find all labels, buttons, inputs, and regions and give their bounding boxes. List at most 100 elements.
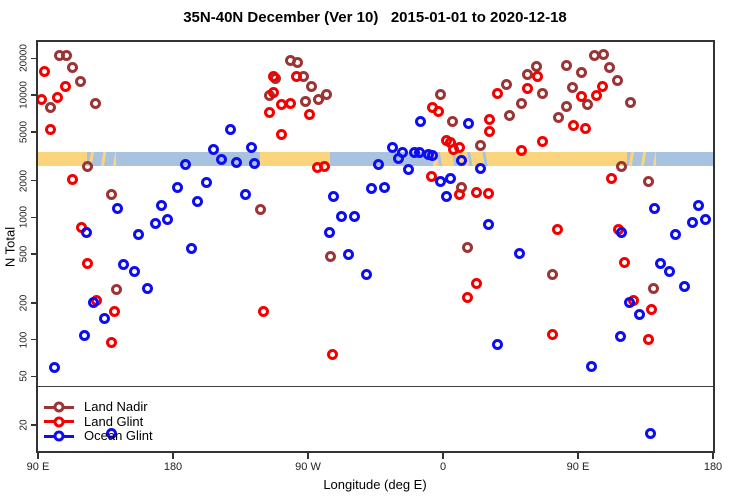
data-point-ocean-glint	[185, 242, 197, 254]
data-point-land-nadir	[446, 115, 458, 127]
x-tick	[307, 453, 309, 459]
x-tick-label: 90 W	[295, 461, 321, 473]
data-point-land-glint	[425, 170, 437, 182]
data-point-land-nadir	[74, 75, 86, 87]
data-point-ocean-glint	[415, 115, 426, 127]
data-point-land-nadir	[461, 241, 473, 253]
data-point-land-nadir	[320, 89, 332, 101]
data-point-land-glint	[290, 70, 302, 82]
data-point-land-glint	[619, 256, 630, 268]
data-point-land-nadir	[82, 160, 93, 172]
data-point-ocean-glint	[133, 229, 144, 241]
data-point-ocean-glint	[475, 163, 486, 175]
data-point-land-nadir	[292, 57, 303, 69]
data-point-ocean-glint	[655, 257, 666, 269]
data-point-land-glint	[470, 277, 482, 289]
data-point-land-glint	[536, 135, 548, 147]
data-point-land-glint	[59, 80, 71, 92]
data-point-land-glint	[284, 97, 296, 109]
y-tick-label: 20000	[18, 44, 30, 73]
data-point-land-nadir	[611, 74, 623, 86]
legend-label: Ocean Glint	[84, 428, 153, 443]
data-point-land-nadir	[536, 87, 548, 99]
data-point-land-glint	[470, 187, 482, 199]
data-point-ocean-glint	[365, 183, 377, 195]
x-tick	[172, 453, 174, 459]
data-point-land-glint	[482, 187, 494, 199]
data-point-ocean-glint	[623, 297, 635, 309]
data-point-ocean-glint	[191, 195, 203, 207]
data-point-ocean-glint	[49, 362, 60, 374]
data-point-land-glint	[319, 160, 330, 172]
data-point-ocean-glint	[700, 214, 711, 226]
data-point-land-nadir	[305, 80, 317, 92]
data-point-ocean-glint	[245, 142, 257, 154]
data-point-ocean-glint	[373, 159, 384, 171]
data-point-land-glint	[491, 88, 503, 100]
data-point-land-nadir	[530, 60, 542, 72]
data-point-land-glint	[275, 129, 287, 141]
y-tick	[31, 338, 37, 341]
data-point-ocean-glint	[386, 142, 398, 154]
y-tick-label: 200	[18, 294, 30, 312]
data-point-ocean-glint	[586, 361, 597, 373]
data-point-land-glint	[484, 125, 495, 137]
data-point-ocean-glint	[349, 211, 360, 223]
data-point-land-glint	[596, 81, 608, 93]
data-point-land-nadir	[313, 93, 324, 105]
y-tick-label: 2000	[18, 169, 30, 192]
y-tick-label: 50	[18, 370, 30, 382]
data-point-ocean-glint	[644, 428, 656, 440]
data-point-ocean-glint	[361, 269, 372, 281]
x-tick-label: 0	[439, 461, 447, 473]
plot-area	[38, 42, 713, 451]
data-point-land-glint	[109, 305, 120, 317]
data-point-ocean-glint	[323, 227, 335, 239]
data-point-land-nadir	[521, 68, 533, 80]
data-point-ocean-glint	[118, 259, 129, 271]
data-point-land-nadir	[325, 250, 336, 262]
data-point-land-glint	[326, 349, 338, 361]
map-strip-segment-ocean	[656, 152, 713, 166]
map-strip-segment-land	[38, 152, 88, 166]
data-point-ocean-glint	[328, 190, 339, 202]
data-point-land-nadir	[67, 61, 78, 73]
data-point-ocean-glint	[379, 182, 390, 194]
data-point-land-glint	[568, 120, 579, 132]
y-tick-label: 10000	[18, 81, 30, 110]
data-point-ocean-glint	[445, 173, 456, 185]
data-point-land-nadir	[106, 189, 117, 201]
data-point-ocean-glint	[79, 330, 90, 342]
data-point-land-glint	[454, 188, 465, 200]
data-point-land-glint	[532, 71, 543, 83]
y-tick	[31, 131, 37, 133]
data-point-ocean-glint	[248, 158, 260, 170]
map-strip-segment-mixed-ocean	[627, 152, 656, 166]
data-point-ocean-glint	[106, 428, 117, 440]
data-point-ocean-glint	[514, 247, 525, 259]
reference-line	[38, 385, 713, 388]
x-tick	[442, 453, 444, 459]
data-point-land-nadir	[515, 98, 527, 110]
data-point-land-nadir	[643, 176, 654, 188]
data-point-land-glint	[580, 122, 591, 134]
data-point-land-glint	[82, 257, 93, 269]
data-point-land-nadir	[44, 101, 56, 113]
data-point-land-nadir	[434, 89, 446, 101]
data-point-land-glint	[44, 123, 56, 135]
data-point-land-nadir	[254, 204, 266, 216]
y-tick	[31, 179, 37, 182]
data-point-land-glint	[52, 92, 63, 104]
data-point-ocean-glint	[482, 219, 494, 231]
data-point-land-nadir	[503, 109, 515, 121]
data-point-land-nadir	[299, 95, 311, 107]
data-point-land-glint	[605, 173, 617, 185]
data-point-ocean-glint	[343, 248, 354, 260]
y-tick	[31, 375, 37, 378]
chart-title: 35N-40N December (Ver 10) 2015-01-01 to …	[183, 9, 567, 26]
data-point-ocean-glint	[172, 182, 183, 194]
y-axis-title: N Total	[2, 226, 18, 268]
data-point-land-nadir	[500, 79, 512, 91]
data-point-ocean-glint	[403, 164, 414, 176]
legend-entry-land-glint: Land Glint	[44, 414, 153, 430]
